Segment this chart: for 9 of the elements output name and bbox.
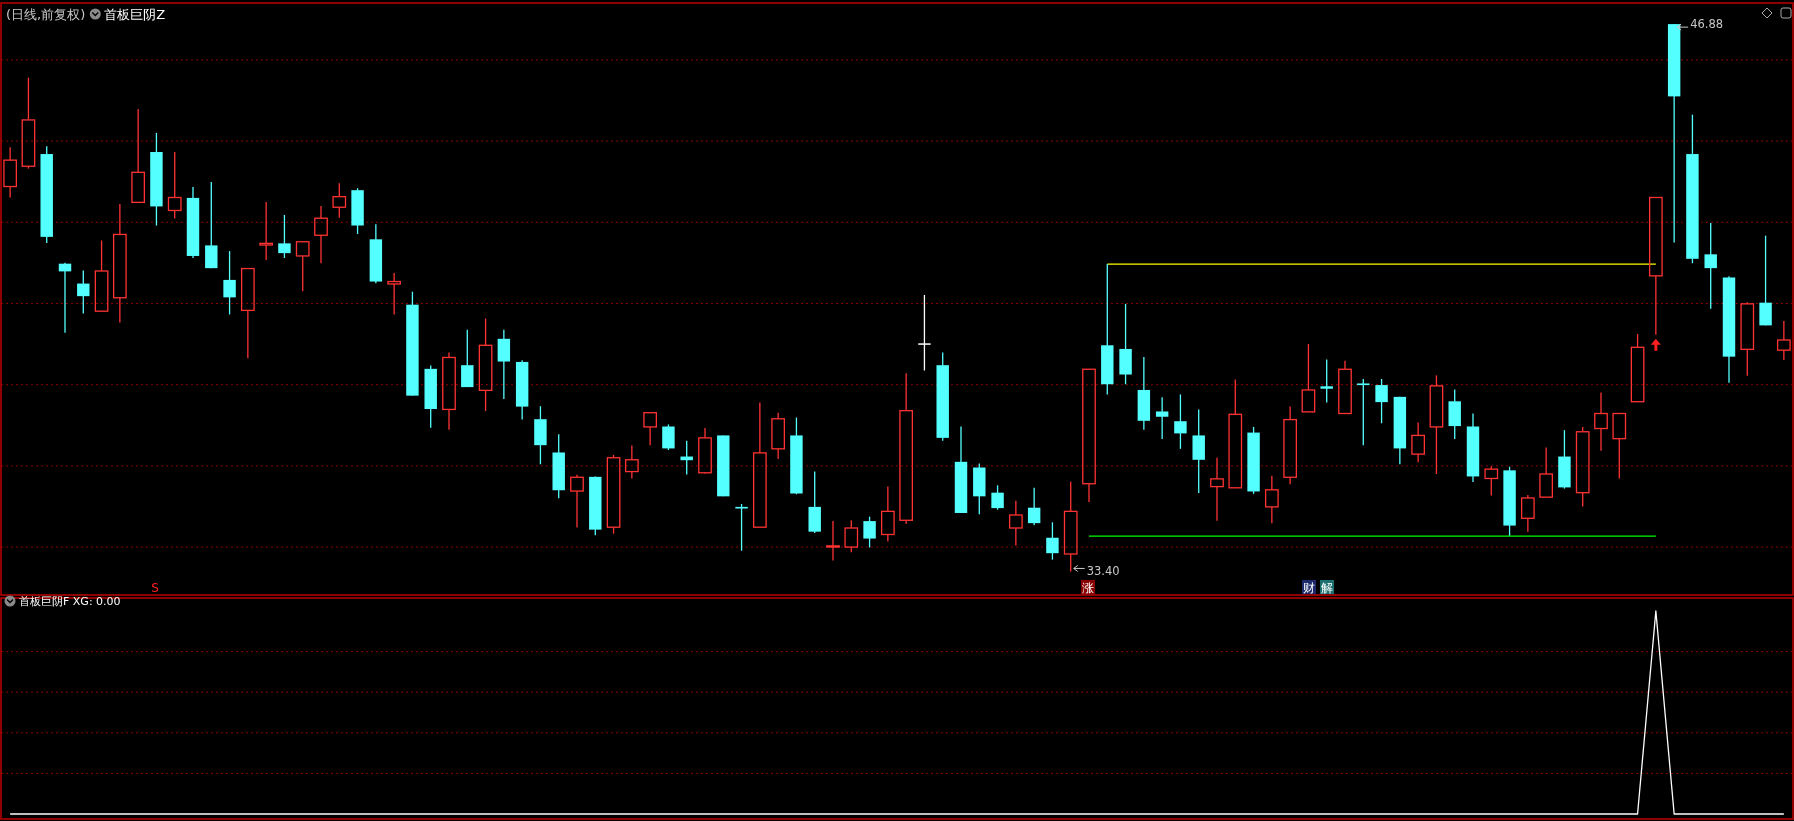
annotation: 33.40 [1086, 564, 1120, 579]
chart-title: (日线,前复权) [6, 7, 86, 22]
annotation: 46.88 [1690, 17, 1724, 32]
chart-subtitle: 首板巨阴Z [104, 7, 166, 22]
annotation: 解 [1321, 581, 1333, 595]
chart-title: 首板巨阴F XG: 0.00 [19, 595, 121, 608]
annotation: S [151, 581, 159, 595]
annotation: 财 [1303, 581, 1315, 595]
annotation: 涨 [1082, 581, 1094, 595]
